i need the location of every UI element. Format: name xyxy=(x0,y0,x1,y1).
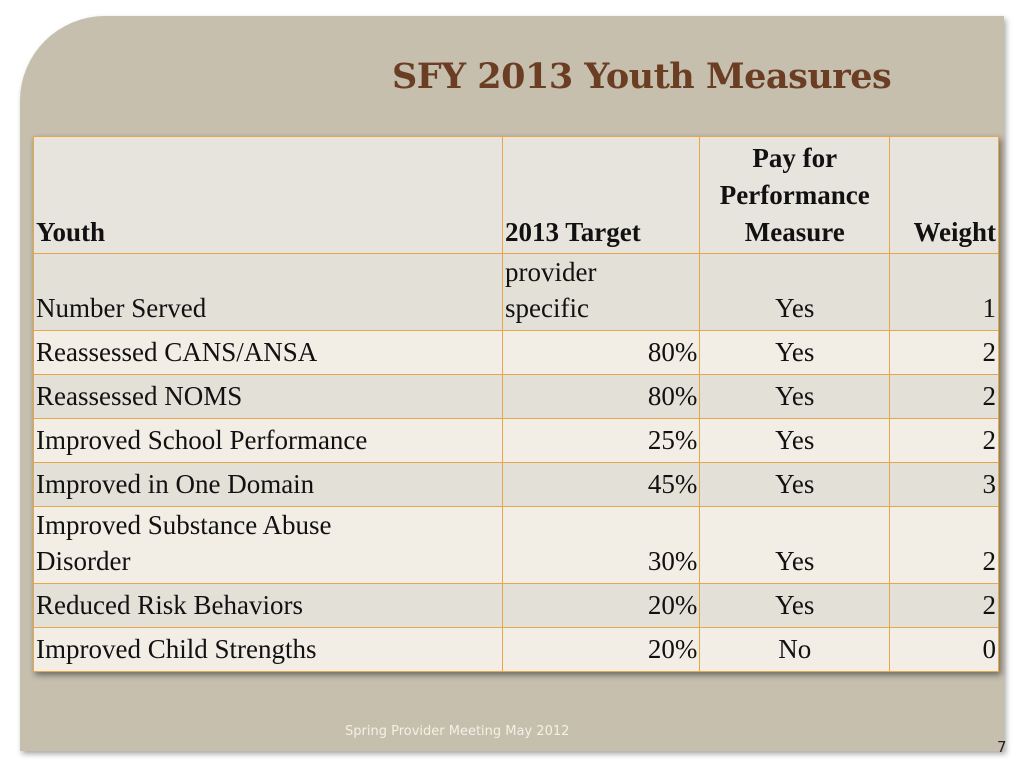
pay-cell: Yes xyxy=(699,506,891,584)
target-cell: provider specific xyxy=(501,253,701,331)
pay-cell: Yes xyxy=(699,583,891,628)
weight-cell: 0 xyxy=(889,627,999,672)
header-pay-line2: Performance xyxy=(719,180,870,210)
target-cell: 30% xyxy=(501,506,701,584)
target-cell: 80% xyxy=(501,374,701,419)
measure-cell: Number Served xyxy=(33,253,503,331)
weight-cell: 1 xyxy=(889,253,999,331)
target-cell: 20% xyxy=(501,583,701,628)
weight-cell: 2 xyxy=(889,583,999,628)
table-row: Reduced Risk Behaviors 20% Yes 2 xyxy=(33,583,999,628)
slide-title: SFY 2013 Youth Measures xyxy=(392,56,892,97)
measures-table: Youth 2013 Target Pay for Performance Me… xyxy=(33,136,999,672)
measure-cell: Improved School Performance xyxy=(33,418,503,463)
measure-cell: Improved in One Domain xyxy=(33,462,503,507)
table-row: Improved School Performance 25% Yes 2 xyxy=(33,418,999,463)
header-youth: Youth xyxy=(33,136,503,254)
pay-cell: Yes xyxy=(699,462,891,507)
table-row: Number Served provider specific Yes 1 xyxy=(33,253,999,331)
weight-cell: 3 xyxy=(889,462,999,507)
measure-cell: Reduced Risk Behaviors xyxy=(33,583,503,628)
weight-cell: 2 xyxy=(889,418,999,463)
header-target: 2013 Target xyxy=(501,136,701,254)
table-row: Improved Substance Abuse Disorder 30% Ye… xyxy=(33,506,999,584)
target-cell: 25% xyxy=(501,418,701,463)
measure-line2: Disorder xyxy=(36,546,131,576)
measure-cell: Reassessed CANS/ANSA xyxy=(33,330,503,375)
weight-cell: 2 xyxy=(889,506,999,584)
header-weight: Weight xyxy=(889,136,999,254)
target-line2: specific xyxy=(505,293,589,323)
measure-cell: Reassessed NOMS xyxy=(33,374,503,419)
header-pay-line3: Measure xyxy=(744,217,845,247)
header-pay-line1: Pay for xyxy=(752,143,838,173)
pay-cell: Yes xyxy=(699,330,891,375)
target-cell: 20% xyxy=(501,627,701,672)
target-line1: provider xyxy=(505,257,597,287)
target-cell: 80% xyxy=(501,330,701,375)
pay-cell: No xyxy=(699,627,891,672)
header-pay-for-performance: Pay for Performance Measure xyxy=(699,136,891,254)
table-row: Reassessed CANS/ANSA 80% Yes 2 xyxy=(33,330,999,375)
page-number: 7 xyxy=(997,738,1007,756)
measure-cell: Improved Substance Abuse Disorder xyxy=(33,506,503,584)
measure-cell: Improved Child Strengths xyxy=(33,627,503,672)
measure-line1: Improved Substance Abuse xyxy=(36,510,332,540)
target-cell: 45% xyxy=(501,462,701,507)
table-row: Reassessed NOMS 80% Yes 2 xyxy=(33,374,999,419)
pay-cell: Yes xyxy=(699,253,891,331)
weight-cell: 2 xyxy=(889,374,999,419)
weight-cell: 2 xyxy=(889,330,999,375)
pay-cell: Yes xyxy=(699,418,891,463)
slide-footer: Spring Provider Meeting May 2012 xyxy=(345,724,570,739)
table-row: Improved Child Strengths 20% No 0 xyxy=(33,627,999,672)
table-header-row: Youth 2013 Target Pay for Performance Me… xyxy=(33,136,999,254)
pay-cell: Yes xyxy=(699,374,891,419)
table-row: Improved in One Domain 45% Yes 3 xyxy=(33,462,999,507)
